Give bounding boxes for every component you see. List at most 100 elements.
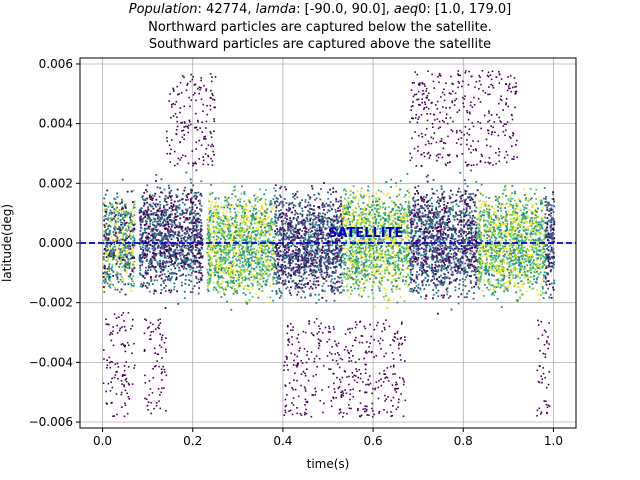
scatter-point xyxy=(199,233,202,236)
scatter-point xyxy=(245,218,248,221)
scatter-point xyxy=(315,390,317,393)
scatter-point xyxy=(181,121,183,124)
scatter-point xyxy=(209,248,212,251)
scatter-point xyxy=(243,257,246,260)
scatter-point xyxy=(272,278,275,281)
scatter-point xyxy=(143,254,146,257)
scatter-point xyxy=(339,215,342,218)
scatter-point xyxy=(322,221,325,224)
scatter-point xyxy=(247,258,250,260)
scatter-point xyxy=(199,225,202,228)
scatter-point xyxy=(282,239,284,242)
scatter-point xyxy=(457,86,459,89)
scatter-point xyxy=(190,274,192,277)
scatter-point xyxy=(264,240,267,243)
scatter-point xyxy=(474,148,477,150)
scatter-point xyxy=(184,155,187,157)
scatter-point xyxy=(475,149,478,152)
scatter-point xyxy=(159,253,162,256)
scatter-point xyxy=(210,136,213,139)
scatter-point xyxy=(142,274,145,277)
scatter-point xyxy=(133,282,135,285)
scatter-point xyxy=(317,267,320,270)
scatter-point xyxy=(158,207,161,210)
scatter-point xyxy=(110,235,113,238)
scatter-point xyxy=(213,251,216,254)
scatter-point xyxy=(187,257,190,260)
scatter-point xyxy=(254,239,257,242)
scatter-point xyxy=(296,337,299,340)
scatter-point xyxy=(191,197,193,199)
scatter-point xyxy=(274,250,277,253)
scatter-point xyxy=(396,332,399,334)
scatter-point xyxy=(272,271,275,274)
scatter-point xyxy=(250,276,253,279)
scatter-point xyxy=(247,277,250,280)
scatter-point xyxy=(498,73,501,76)
scatter-point xyxy=(287,228,290,231)
scatter-point xyxy=(189,123,192,126)
scatter-point xyxy=(157,244,160,247)
scatter-point xyxy=(365,350,367,353)
scatter-point xyxy=(104,285,107,287)
scatter-point xyxy=(242,264,245,267)
scatter-point xyxy=(332,220,335,223)
scatter-point xyxy=(282,230,285,233)
scatter-point xyxy=(189,213,192,216)
scatter-point xyxy=(233,278,235,281)
scatter-point xyxy=(153,249,156,252)
scatter-point xyxy=(185,261,188,264)
scatter-point xyxy=(252,230,254,233)
scatter-point xyxy=(208,219,211,222)
scatter-point xyxy=(104,271,107,274)
scatter-point xyxy=(122,231,124,234)
scatter-point xyxy=(251,288,254,291)
scatter-point xyxy=(118,329,121,332)
scatter-point xyxy=(286,394,288,396)
scatter-point xyxy=(229,286,232,288)
scatter-point xyxy=(161,379,163,381)
scatter-point xyxy=(106,245,109,248)
scatter-point xyxy=(144,199,147,202)
scatter-point xyxy=(377,386,380,389)
scatter-point xyxy=(163,286,166,289)
scatter-point xyxy=(190,210,192,213)
scatter-point xyxy=(160,346,163,349)
scatter-point xyxy=(221,280,224,283)
scatter-point xyxy=(121,213,124,216)
scatter-point xyxy=(320,270,323,273)
scatter-point xyxy=(258,282,261,285)
scatter-point xyxy=(117,256,120,259)
scatter-point xyxy=(393,336,396,338)
scatter-point xyxy=(359,321,361,323)
scatter-point xyxy=(178,232,181,234)
scatter-point xyxy=(268,274,271,277)
scatter-point xyxy=(175,205,178,208)
scatter-point xyxy=(208,263,211,266)
scatter-point xyxy=(146,190,148,193)
scatter-point xyxy=(338,412,341,415)
scatter-point xyxy=(318,207,321,210)
scatter-point xyxy=(166,255,169,258)
scatter-point xyxy=(164,198,167,201)
scatter-point xyxy=(130,283,133,286)
scatter-point xyxy=(175,224,178,227)
scatter-point xyxy=(196,224,199,227)
scatter-point xyxy=(224,245,226,247)
scatter-point xyxy=(457,73,459,75)
scatter-point xyxy=(436,159,438,162)
scatter-point xyxy=(253,275,255,278)
scatter-point xyxy=(335,343,337,346)
scatter-point xyxy=(342,392,344,395)
scatter-point xyxy=(457,70,460,72)
scatter-point xyxy=(171,272,174,275)
scatter-point xyxy=(102,277,105,280)
scatter-point xyxy=(122,225,125,228)
scatter-point xyxy=(124,224,126,227)
scatter-point xyxy=(164,208,166,211)
scatter-point xyxy=(226,282,229,284)
scatter-point xyxy=(267,222,270,225)
scatter-point xyxy=(163,188,166,191)
scatter-point xyxy=(206,239,209,242)
scatter-point xyxy=(283,369,285,371)
